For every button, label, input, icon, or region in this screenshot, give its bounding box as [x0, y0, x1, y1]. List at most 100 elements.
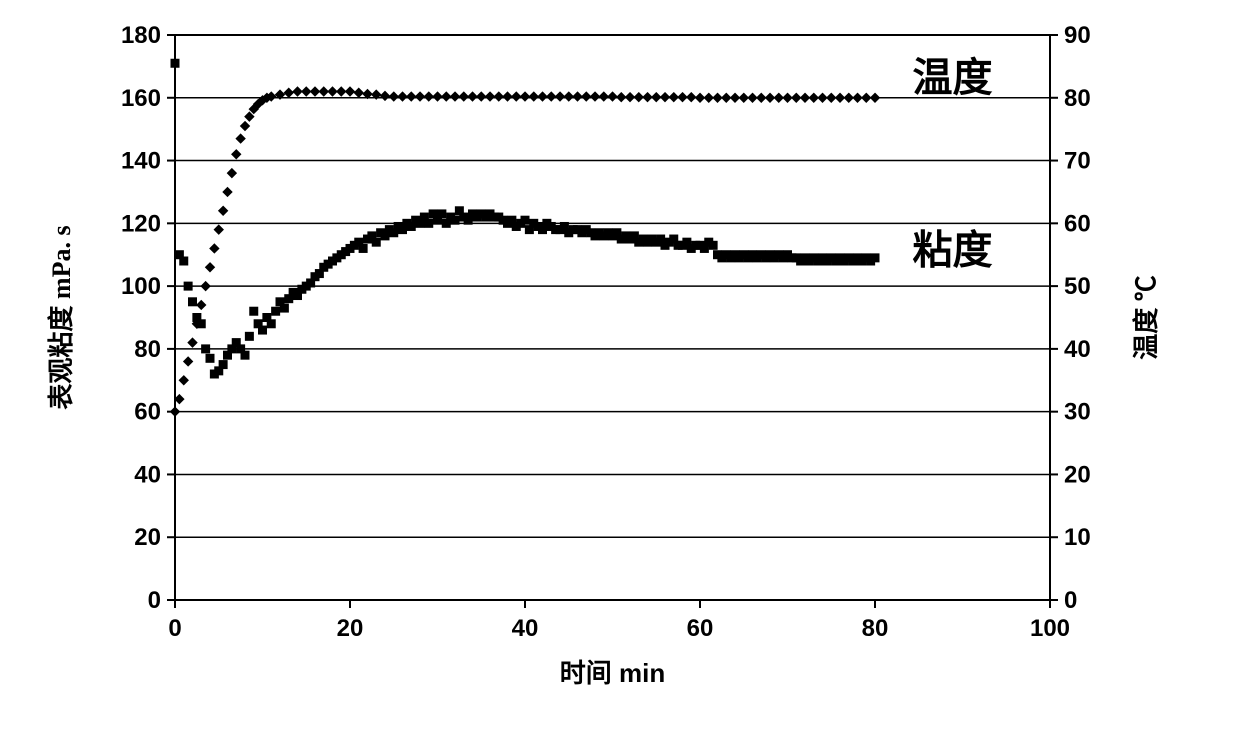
data-point [206, 354, 215, 363]
y-right-tick-label: 20 [1064, 461, 1091, 488]
data-point [236, 134, 245, 143]
x-tick-label: 100 [1030, 615, 1070, 642]
data-point [437, 209, 446, 218]
data-point [328, 87, 337, 96]
data-point [179, 376, 188, 385]
data-point [267, 319, 276, 328]
series-label-粘度: 粘度 [913, 228, 993, 273]
series-label-温度: 温度 [913, 55, 993, 100]
x-axis-title: 时间 min [560, 658, 665, 688]
data-point [245, 332, 254, 341]
viscosity-temperature-chart: 020406080100时间 min0204060801001201401601… [20, 20, 1220, 710]
data-point [451, 216, 460, 225]
y-left-tick-label: 80 [134, 336, 161, 363]
data-point [818, 93, 827, 102]
y-left-tick-label: 40 [134, 461, 161, 488]
data-point [678, 93, 687, 102]
data-point [416, 92, 425, 101]
y-left-axis-title: 表观粘度 mPa. s [46, 225, 76, 409]
data-point [284, 88, 293, 97]
data-point [424, 219, 433, 228]
y-right-tick-label: 30 [1064, 399, 1091, 426]
data-point [241, 122, 250, 131]
data-point [424, 92, 433, 101]
data-point [853, 93, 862, 102]
data-point [591, 92, 600, 101]
data-point [783, 93, 792, 102]
data-point [617, 93, 626, 102]
y-right-tick-label: 40 [1064, 336, 1091, 363]
data-point [442, 92, 451, 101]
data-point [293, 87, 302, 96]
data-point [346, 87, 355, 96]
y-right-tick-label: 60 [1064, 210, 1091, 237]
data-point [223, 187, 232, 196]
y-right-axis-title: 温度 ℃ [1131, 275, 1161, 360]
data-point [521, 92, 530, 101]
data-point [713, 93, 722, 102]
data-point [258, 326, 267, 335]
y-right-tick-label: 10 [1064, 524, 1091, 551]
data-point [188, 338, 197, 347]
data-point [433, 92, 442, 101]
data-point [748, 93, 757, 102]
data-point [407, 92, 416, 101]
y-left-tick-label: 100 [121, 273, 161, 300]
data-point [739, 93, 748, 102]
data-point [337, 87, 346, 96]
data-point [175, 395, 184, 404]
data-point [634, 93, 643, 102]
data-point [599, 92, 608, 101]
y-right-tick-label: 50 [1064, 273, 1091, 300]
plot-border [175, 35, 1050, 600]
data-point [171, 407, 180, 416]
data-point [271, 307, 280, 316]
data-point [171, 59, 180, 68]
y-right-tick-label: 0 [1064, 587, 1077, 614]
y-right-tick-label: 80 [1064, 85, 1091, 112]
data-point [227, 169, 236, 178]
data-point [302, 87, 311, 96]
data-point [241, 351, 250, 360]
data-point [206, 263, 215, 272]
data-point [564, 92, 573, 101]
data-point [669, 93, 678, 102]
data-point [214, 225, 223, 234]
data-point [871, 253, 880, 262]
data-point [486, 92, 495, 101]
data-point [709, 241, 718, 250]
data-point [529, 92, 538, 101]
data-point [722, 93, 731, 102]
data-point [809, 93, 818, 102]
data-point [311, 87, 320, 96]
data-point [704, 93, 713, 102]
data-point [459, 92, 468, 101]
data-point [862, 93, 871, 102]
data-point [398, 92, 407, 101]
data-point [184, 282, 193, 291]
y-left-tick-label: 140 [121, 148, 161, 175]
x-tick-label: 80 [862, 615, 889, 642]
data-point [184, 357, 193, 366]
data-point [197, 300, 206, 309]
y-left-tick-label: 0 [148, 587, 161, 614]
data-point [359, 244, 368, 253]
data-point [245, 112, 254, 121]
y-right-tick-label: 70 [1064, 148, 1091, 175]
data-point [538, 92, 547, 101]
data-point [766, 93, 775, 102]
data-point [354, 88, 363, 97]
data-point [547, 92, 556, 101]
data-point [844, 93, 853, 102]
data-point [521, 216, 530, 225]
data-point [608, 92, 617, 101]
data-point [201, 282, 210, 291]
x-tick-label: 60 [687, 615, 714, 642]
data-point [696, 93, 705, 102]
x-tick-label: 40 [512, 615, 539, 642]
data-point [652, 93, 661, 102]
data-point [582, 92, 591, 101]
data-point [468, 92, 477, 101]
x-tick-label: 0 [168, 615, 181, 642]
data-point [827, 93, 836, 102]
